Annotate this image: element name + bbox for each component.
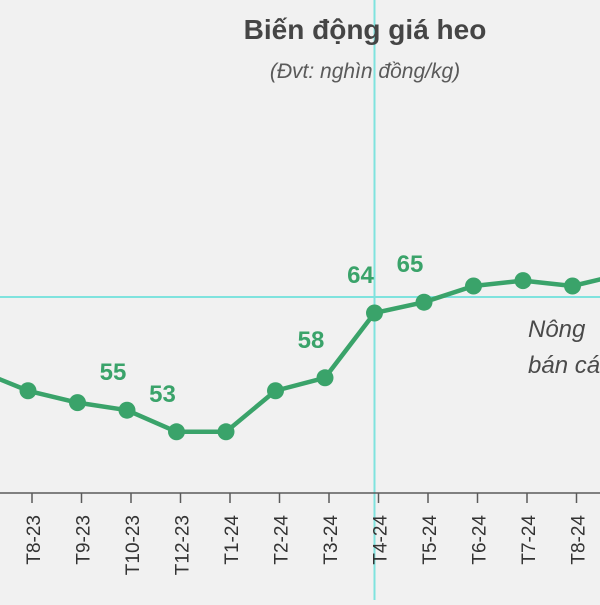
side-note-line-2: bán cá xyxy=(528,352,600,379)
data-point xyxy=(168,423,185,441)
x-tick-label: T8-24 xyxy=(569,515,590,565)
data-point xyxy=(69,394,86,412)
data-point xyxy=(564,277,581,295)
data-point xyxy=(118,401,136,419)
data-point xyxy=(19,382,37,400)
data-point xyxy=(514,272,532,290)
data-label: 65 xyxy=(397,251,424,278)
data-label: 64 xyxy=(347,262,374,289)
side-note-line-1: Nông xyxy=(528,316,586,343)
data-point xyxy=(217,423,235,441)
data-point xyxy=(366,304,383,322)
data-label: 55 xyxy=(100,359,127,386)
data-point xyxy=(465,277,482,295)
x-tick-label: T9-23 xyxy=(74,515,95,565)
x-tick-label: T5-24 xyxy=(420,515,441,565)
x-tick-label: T4-24 xyxy=(371,515,392,565)
price-series xyxy=(0,272,600,441)
x-tick-label: T6-24 xyxy=(470,515,491,565)
x-tick-label: T1-24 xyxy=(222,515,243,565)
x-tick-label: T12-23 xyxy=(173,515,194,575)
data-label: 53 xyxy=(149,381,176,408)
x-tick-label: T7-24 xyxy=(519,515,540,565)
chart-subtitle: (Đvt: nghìn đồng/kg) xyxy=(269,60,461,83)
chart-title: Biến động giá heo xyxy=(243,14,487,45)
x-tick-label: T10-23 xyxy=(123,515,144,575)
data-point xyxy=(267,382,284,400)
data-labels: 55 53 58 64 65 xyxy=(100,251,424,408)
data-point xyxy=(415,293,433,311)
x-tick-label: T2-24 xyxy=(272,515,293,565)
series-line xyxy=(0,277,600,435)
x-tick-label: T3-24 xyxy=(321,515,342,565)
x-tick-label: T8-23 xyxy=(24,515,45,565)
data-point xyxy=(316,369,334,387)
data-label: 58 xyxy=(298,327,325,354)
x-axis: T8-23 T9-23 T10-23 T12-23 T1-24 T2-24 T3-24 T4-… xyxy=(0,492,600,575)
